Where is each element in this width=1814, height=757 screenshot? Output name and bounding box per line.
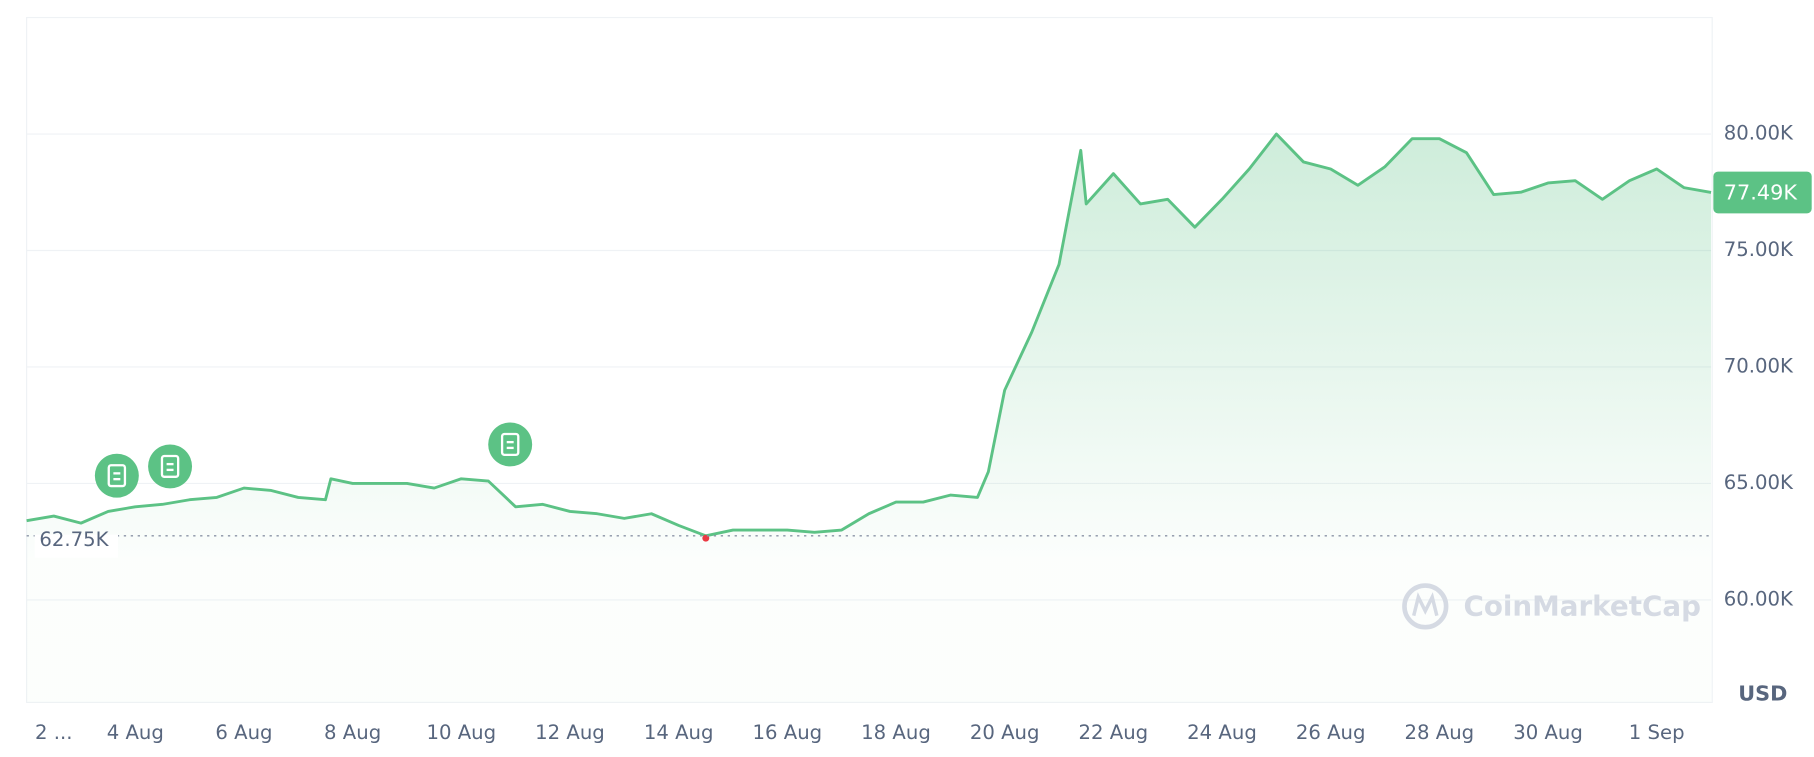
last-price-label: 77.49K — [1724, 181, 1799, 205]
news-icon[interactable] — [488, 422, 533, 467]
price-area — [26, 134, 1712, 703]
x-tick-label: 6 Aug — [215, 721, 272, 744]
x-tick-label: 16 Aug — [752, 721, 822, 744]
y-tick-label: 65.00K — [1724, 471, 1794, 494]
y-tick-label: 70.00K — [1724, 354, 1794, 377]
x-tick-label: 2 ... — [35, 721, 73, 744]
price-line — [26, 132, 1712, 538]
x-tick-label: 22 Aug — [1079, 721, 1149, 744]
x-tick-label: 12 Aug — [535, 721, 605, 744]
y-tick-label: 75.00K — [1724, 238, 1794, 261]
x-tick-label: 4 Aug — [107, 721, 164, 744]
reference-label-bg — [34, 534, 119, 558]
x-tick-label: 20 Aug — [970, 721, 1040, 744]
x-tick-label: 30 Aug — [1513, 721, 1583, 744]
y-tick-label: 80.00K — [1724, 122, 1794, 145]
x-tick-label: 26 Aug — [1296, 721, 1366, 744]
watermark: CoinMarketCap — [1402, 583, 1701, 630]
news-icon[interactable] — [148, 444, 193, 489]
x-tick-label: 8 Aug — [324, 721, 381, 744]
watermark-text: CoinMarketCap — [1463, 590, 1700, 623]
event-icons — [94, 422, 533, 498]
x-tick-label: 18 Aug — [861, 721, 931, 744]
series-layer — [26, 132, 1712, 538]
x-tick-label: 14 Aug — [644, 721, 714, 744]
news-icon[interactable] — [94, 453, 139, 498]
x-tick-label: 24 Aug — [1187, 721, 1257, 744]
x-tick-label: 1 Sep — [1629, 721, 1685, 744]
last-price-tag — [1713, 171, 1812, 214]
x-tick-label: 10 Aug — [426, 721, 496, 744]
currency-label: USD — [1738, 681, 1787, 705]
x-tick-label: 28 Aug — [1405, 721, 1475, 744]
y-tick-label: 60.00K — [1724, 587, 1794, 610]
reference-label: 62.75K — [39, 528, 109, 551]
area-layer — [26, 134, 1712, 703]
